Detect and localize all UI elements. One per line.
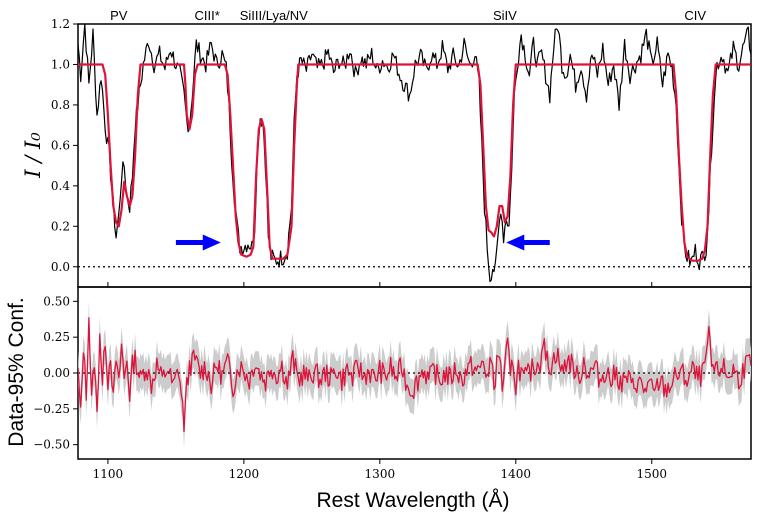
bottom-y-axis-title: Data-95% Conf. [5, 297, 28, 446]
top-y-tick-label: 0.8 [51, 98, 70, 112]
absorption-arrow-1 [175, 234, 221, 251]
x-axis-title: Rest Wavelength (Å) [317, 489, 510, 512]
top-y-tick-label: 0.4 [51, 179, 70, 193]
x-tick-label: 1400 [501, 467, 532, 481]
top-y-axis-title: I / I₀ [21, 132, 45, 179]
ion-label: SiIV [493, 8, 517, 23]
top-y-tick-label: 0.6 [51, 138, 70, 152]
x-tick-label: 1300 [365, 467, 396, 481]
x-tick-label: 1200 [229, 467, 260, 481]
ion-label: PV [110, 8, 128, 23]
ion-label: SiIII/Lya/NV [240, 8, 308, 23]
x-tick-label: 1500 [636, 467, 667, 481]
bottom-y-tick-label: −0.25 [33, 402, 70, 416]
model-line [78, 63, 751, 262]
top-panel-plot [78, 24, 751, 283]
top-y-tick-label: 0.2 [51, 219, 70, 233]
confidence-band [78, 300, 751, 449]
absorption-arrow-2 [506, 234, 550, 251]
axes-layer: 0.0 0.2 0.4 0.6 0.8 1.0 1.2 −0.50 −0.25 0.00 0.25 0… [33, 17, 667, 481]
x-tick-label: 1100 [93, 467, 124, 481]
residual-line [78, 317, 751, 432]
bottom-y-tick-label: 0.00 [43, 366, 70, 380]
ion-label: CIII* [195, 8, 220, 23]
top-y-tick-label: 0.0 [51, 260, 70, 274]
bottom-y-tick-label: 0.50 [43, 294, 70, 308]
line-labels-layer: PV CIII* SiIII/Lya/NV SiIV CIV [110, 8, 706, 23]
bottom-y-tick-label: −0.50 [33, 438, 70, 452]
ion-label: CIV [684, 8, 706, 23]
top-y-tick-label: 1.0 [51, 57, 70, 71]
bottom-y-tick-label: 0.25 [43, 330, 70, 344]
top-y-tick-label: 1.2 [51, 17, 70, 31]
bottom-panel-plot [78, 300, 751, 449]
